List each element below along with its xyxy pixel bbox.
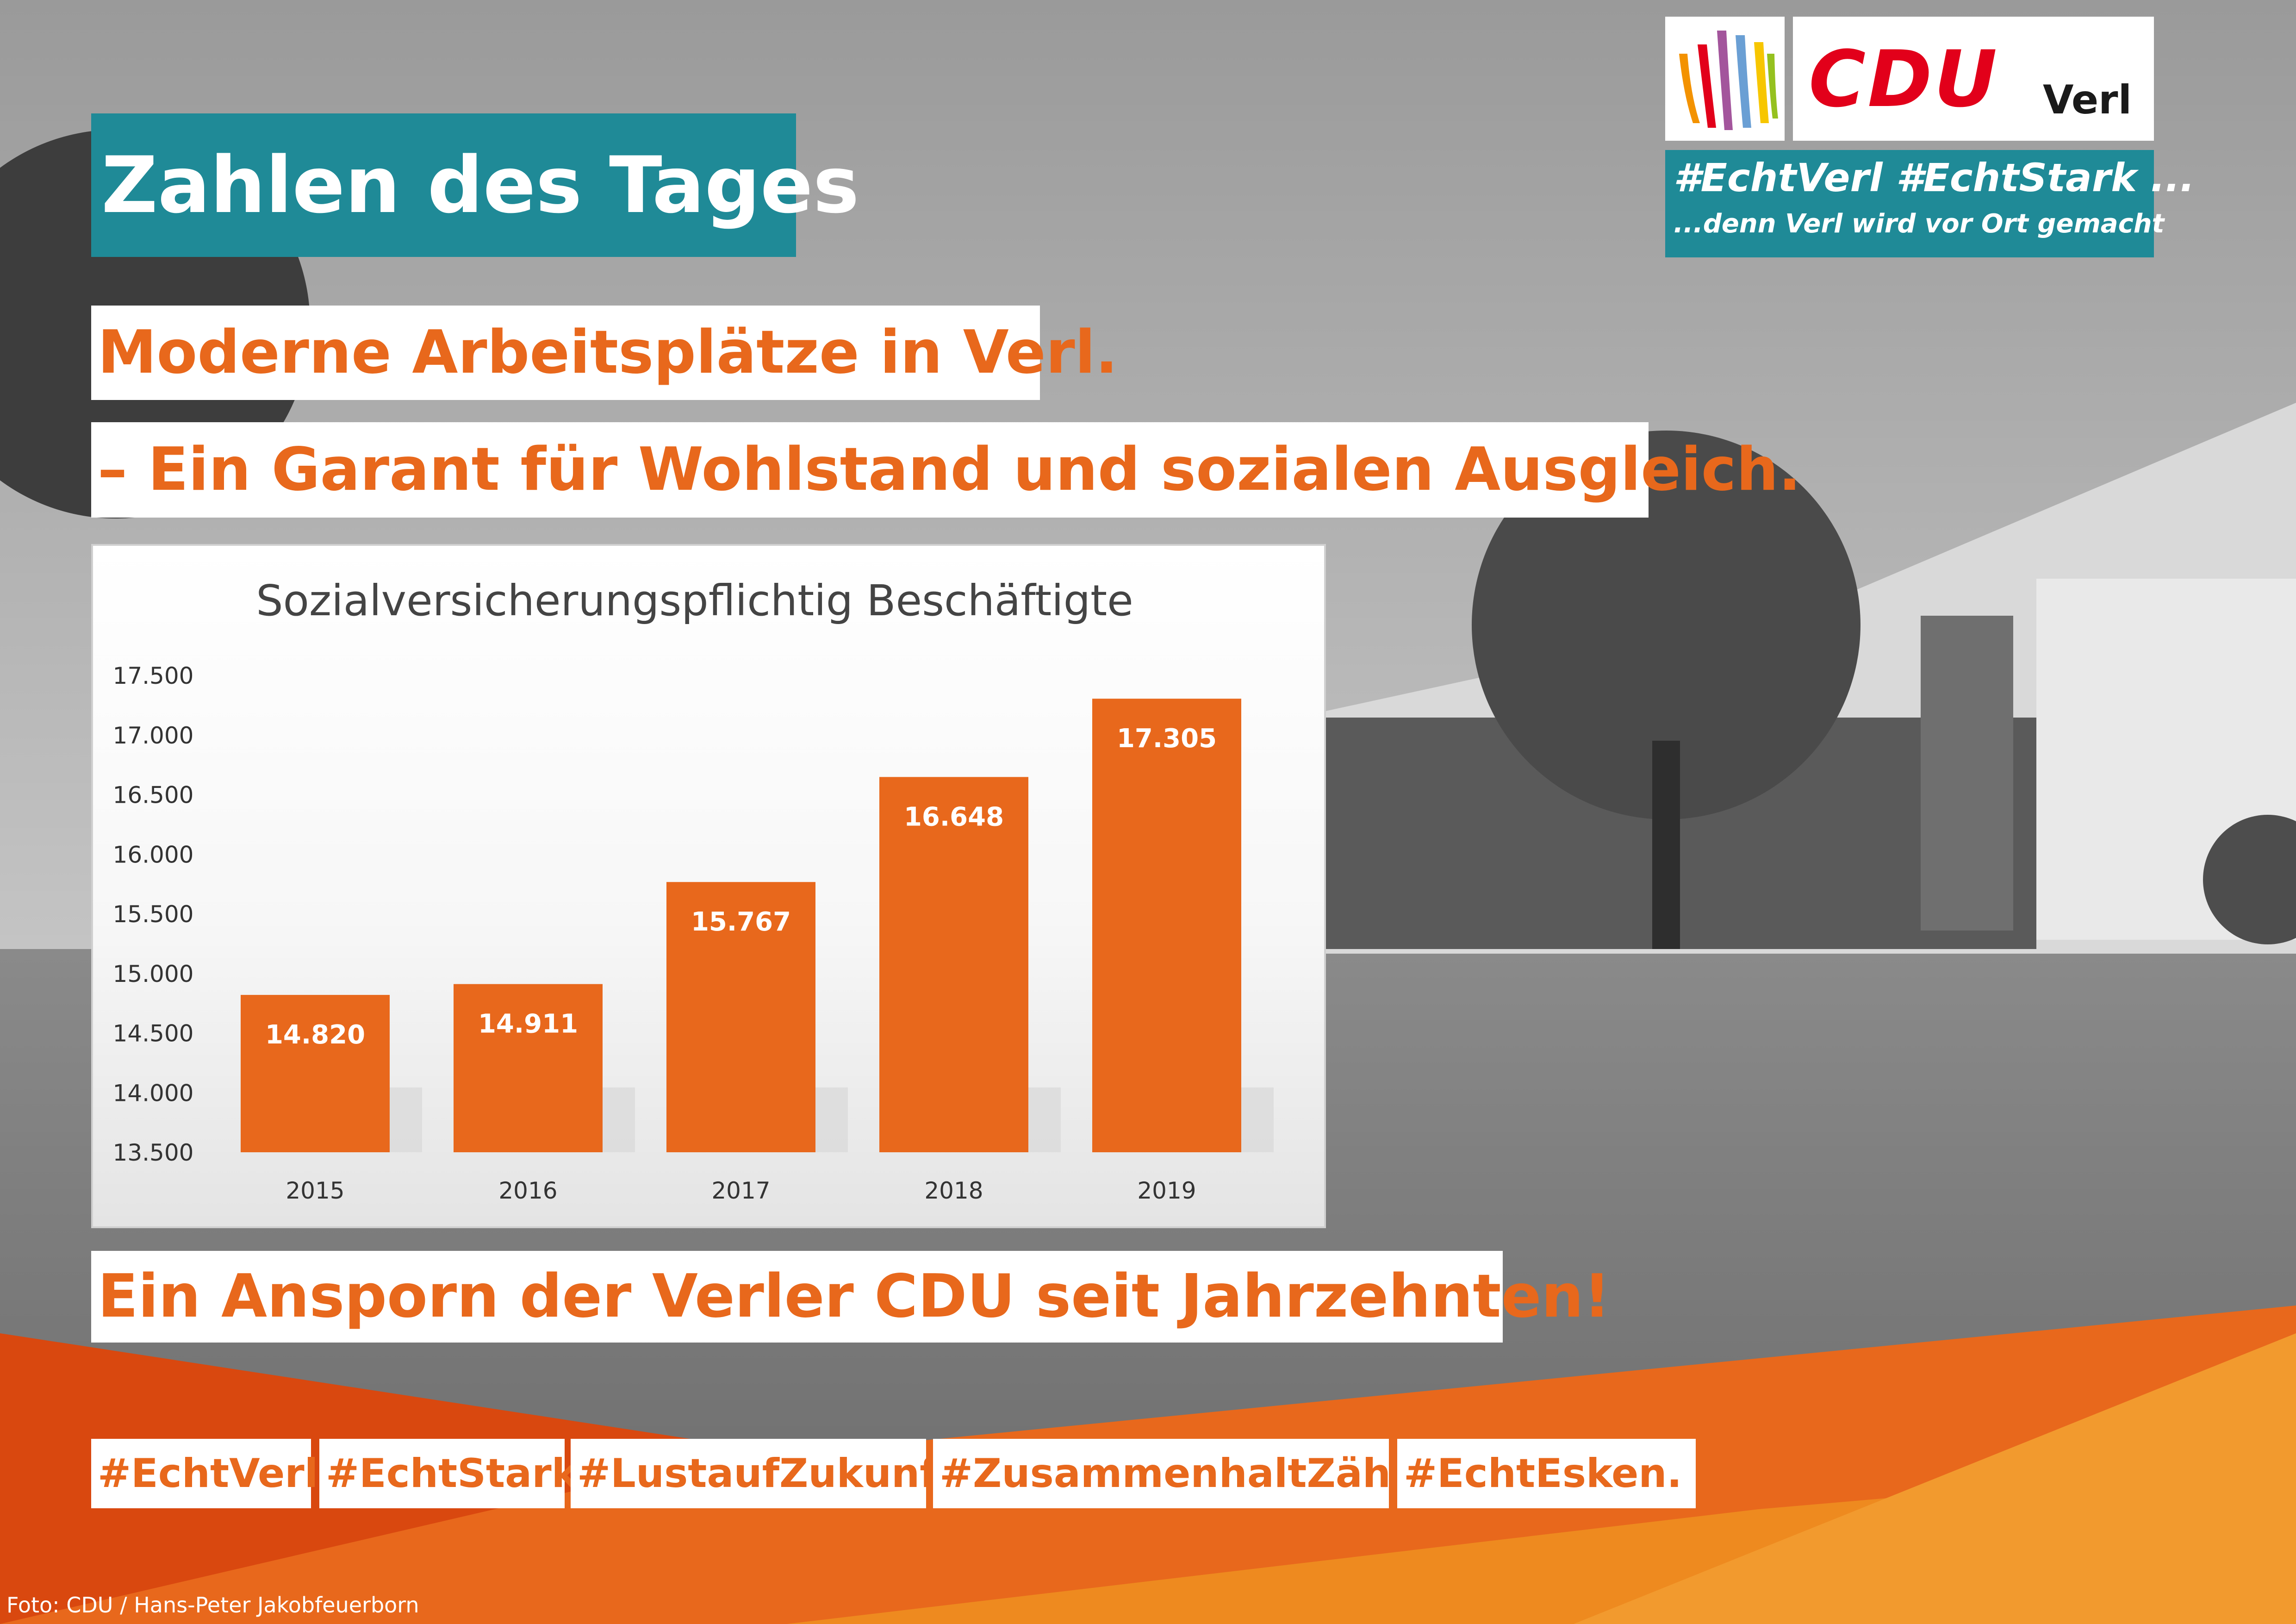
bar-2016	[454, 984, 603, 1152]
bar-value-label: 15.767	[691, 907, 791, 937]
stripes-logo-icon	[1665, 17, 1785, 141]
x-tick-label: 2018	[924, 1177, 983, 1204]
x-tick-label: 2016	[498, 1177, 557, 1204]
x-tick-label: 2015	[286, 1177, 344, 1204]
y-tick-label: 16.000	[113, 841, 194, 868]
y-tick-label: 14.500	[113, 1020, 194, 1047]
logo-hashtags: #EchtVerl #EchtStark ...	[1674, 155, 2195, 200]
page-title: Zahlen des Tages	[91, 113, 859, 257]
slogan: Ein Ansporn der Verler CDU seit Jahrzehn…	[91, 1251, 1611, 1343]
bar-value-label: 14.820	[265, 1020, 365, 1050]
hashtag-zusammenhaltzaehlt: #ZusammenhaltZählt!	[933, 1439, 1442, 1508]
cdu-verl-logo: CDU Verl #EchtVerl #EchtStark ... ...den…	[1665, 17, 2195, 257]
y-tick-label: 17.000	[113, 722, 194, 749]
hashtag-echtstark: #EchtStark	[319, 1439, 578, 1508]
bar-chart: Sozialversicherungspflichtig Beschäftigt…	[113, 576, 1274, 1204]
hashtag-lustaufzukunft: #LustaufZukunft	[571, 1439, 956, 1508]
y-tick-label: 16.500	[113, 782, 194, 809]
cdu-wordmark: CDU	[1809, 34, 1999, 125]
y-tick-label: 15.500	[113, 901, 194, 928]
headline-line-1: Moderne Arbeitsplätze in Verl.	[91, 306, 1118, 400]
bar-value-label: 17.305	[1117, 724, 1217, 754]
logo-subline: ...denn Verl wird vor Ort gemacht	[1674, 209, 2165, 239]
headline-line-2: – Ein Garant für Wohlstand und sozialen …	[91, 422, 1801, 518]
hashtag-echtesken: #EchtEsken.	[1397, 1439, 1696, 1508]
y-tick-label: 15.000	[113, 961, 194, 987]
logo-town: Verl	[2043, 77, 2132, 123]
x-tick-label: 2019	[1137, 1177, 1196, 1204]
y-tick-label: 13.500	[113, 1139, 194, 1166]
bar-2017	[666, 882, 815, 1152]
bar-2018	[879, 777, 1028, 1152]
chart-title: Sozialversicherungspflichtig Beschäftigt…	[256, 576, 1133, 625]
photo-credit: Foto: CDU / Hans-Peter Jakobfeuerborn	[6, 1593, 419, 1618]
hashtag-echtverl: #EchtVerl.	[91, 1439, 333, 1508]
y-tick-label: 17.500	[113, 662, 194, 689]
bar-chart-panel: Sozialversicherungspflichtig Beschäftigt…	[91, 544, 1326, 1228]
bar-value-label: 16.648	[904, 802, 1004, 832]
bar-2019	[1092, 699, 1241, 1152]
bar-value-label: 14.911	[478, 1009, 578, 1039]
x-tick-label: 2017	[711, 1177, 770, 1204]
y-tick-label: 14.000	[113, 1080, 194, 1106]
bar-2015	[241, 995, 390, 1152]
